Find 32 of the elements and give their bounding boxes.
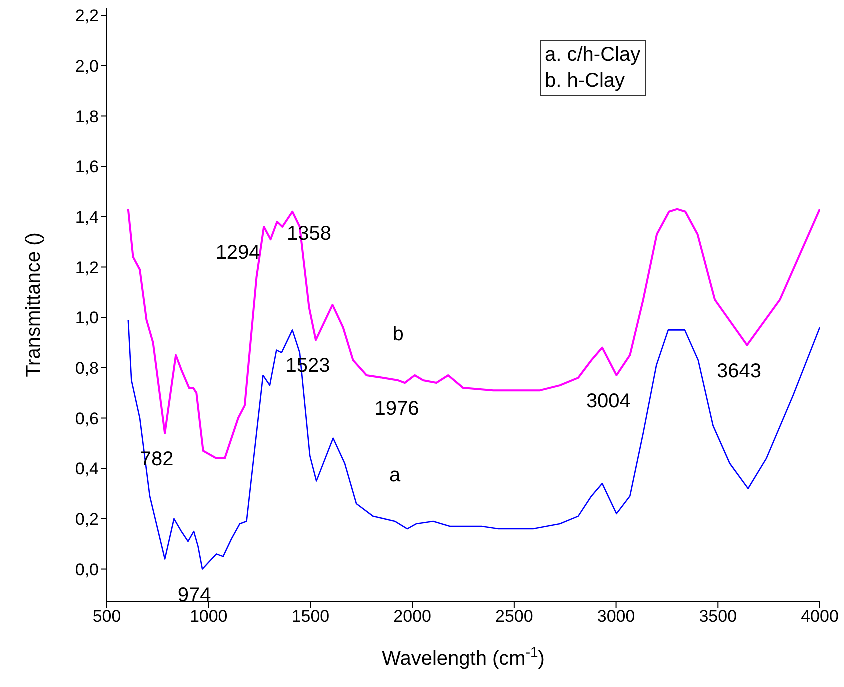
y-tick-label: 0,0 xyxy=(75,560,99,580)
y-tick-label: 0,6 xyxy=(75,409,99,428)
y-tick-label: 1,0 xyxy=(75,308,99,328)
series-label: b xyxy=(392,324,404,346)
x-axis-title: Wavelength (cm$^{-1}$) xyxy=(382,644,545,670)
annotation: a. c/h-Clay xyxy=(545,43,641,68)
x-tick-label: 1500 xyxy=(292,607,330,626)
x-tick-label: 2500 xyxy=(496,607,534,626)
annotation: 3643 xyxy=(717,360,762,382)
series-label: a xyxy=(389,464,402,486)
x-tick-label: 3000 xyxy=(597,607,636,626)
x-tick-label: 3500 xyxy=(699,607,738,626)
line-series xyxy=(128,319,820,570)
annotation: 974 xyxy=(178,584,212,606)
annotation: 3004 xyxy=(586,390,631,412)
y-tick-label: 2,2 xyxy=(75,6,99,26)
y-tick-label: 1,2 xyxy=(75,258,99,278)
y-tick-label: 1,4 xyxy=(75,208,99,227)
y-axis-title: Transmittance () xyxy=(23,232,45,378)
x-tick-label: 1000 xyxy=(190,607,228,626)
y-tick-label: 0,2 xyxy=(75,510,99,529)
y-tick-label: 1,6 xyxy=(75,158,99,177)
x-tick-label: 500 xyxy=(92,607,122,626)
annotation: b. h-Clay xyxy=(545,69,626,94)
y-tick-label: 0,8 xyxy=(75,358,99,378)
y-tick-label: 2,0 xyxy=(75,56,99,76)
x-tick-label: 4000 xyxy=(801,607,839,626)
y-tick-label: 1,8 xyxy=(75,107,99,126)
x-tick-label: 2000 xyxy=(394,607,432,626)
annotation: 1294 xyxy=(216,242,260,264)
y-tick-label: 0,4 xyxy=(75,460,99,479)
annotation: 1976 xyxy=(374,398,420,420)
